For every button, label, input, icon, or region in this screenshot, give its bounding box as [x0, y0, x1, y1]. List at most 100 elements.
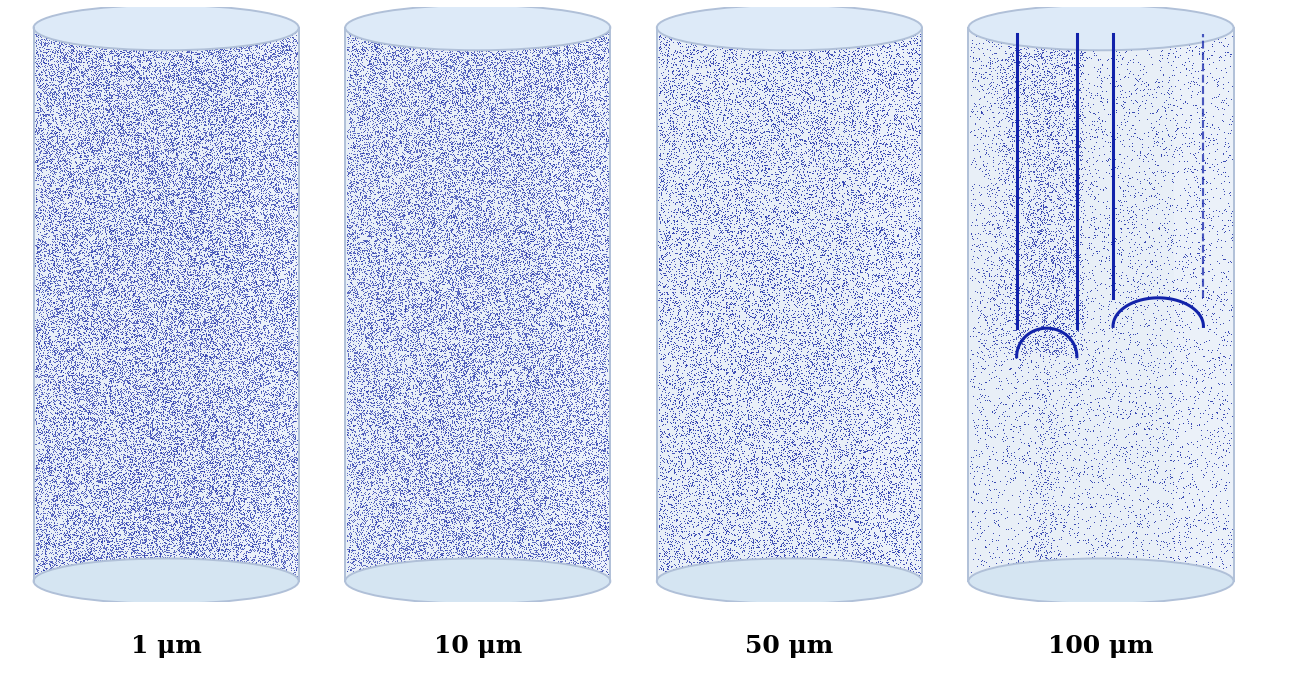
Point	[366, 462, 387, 473]
Point	[473, 187, 494, 198]
Point	[401, 543, 422, 554]
Point	[256, 260, 277, 271]
Point	[899, 159, 919, 170]
Point	[780, 133, 800, 144]
Point	[62, 121, 83, 132]
Point	[262, 160, 283, 171]
Point	[550, 176, 570, 187]
Point	[352, 191, 372, 202]
Point	[462, 333, 482, 344]
Point	[1069, 49, 1090, 60]
Point	[445, 341, 465, 352]
Point	[881, 140, 901, 150]
Point	[464, 479, 485, 490]
Point	[561, 560, 582, 570]
Point	[424, 567, 445, 578]
Point	[445, 356, 465, 367]
Point	[765, 258, 786, 269]
Point	[447, 99, 468, 110]
Point	[203, 205, 224, 216]
Point	[58, 222, 79, 233]
Point	[353, 370, 374, 381]
Point	[278, 133, 299, 144]
Point	[1086, 181, 1107, 192]
Point	[465, 145, 486, 156]
Point	[191, 159, 212, 170]
Point	[855, 525, 875, 536]
Point	[287, 48, 308, 59]
Point	[908, 226, 928, 237]
Point	[568, 451, 588, 462]
Point	[506, 521, 526, 531]
Point	[166, 126, 186, 137]
Point	[171, 306, 191, 317]
Point	[579, 562, 600, 573]
Point	[85, 233, 106, 244]
Point	[356, 555, 376, 566]
Point	[1024, 49, 1045, 60]
Point	[112, 440, 133, 451]
Point	[852, 220, 873, 231]
Point	[685, 67, 706, 78]
Point	[337, 125, 358, 136]
Point	[370, 359, 390, 370]
Point	[674, 206, 694, 217]
Point	[162, 289, 182, 300]
Point	[222, 161, 243, 172]
Point	[383, 424, 403, 435]
Point	[557, 209, 578, 220]
Point	[248, 218, 269, 228]
Point	[49, 337, 70, 347]
Point	[352, 306, 372, 317]
Point	[71, 194, 92, 205]
Point	[182, 267, 203, 278]
Point	[122, 483, 142, 494]
Point	[482, 155, 503, 166]
Point	[828, 32, 848, 43]
Point	[273, 386, 294, 397]
Point	[87, 299, 107, 310]
Point	[134, 386, 155, 397]
Point	[998, 41, 1019, 52]
Point	[211, 53, 231, 64]
Point	[240, 227, 261, 238]
Point	[231, 292, 252, 303]
Point	[833, 484, 853, 495]
Point	[512, 98, 533, 109]
Point	[283, 133, 304, 144]
Point	[27, 29, 48, 40]
Point	[361, 437, 381, 448]
Point	[873, 185, 893, 196]
Point	[176, 233, 197, 244]
Point	[551, 415, 572, 425]
Point	[1184, 456, 1205, 467]
Point	[596, 135, 617, 146]
Point	[758, 421, 778, 432]
Point	[436, 424, 456, 435]
Point	[675, 181, 696, 192]
Point	[825, 403, 846, 414]
Point	[709, 434, 729, 445]
Point	[194, 341, 215, 352]
Point	[821, 249, 842, 260]
Point	[513, 101, 534, 112]
Point	[737, 521, 758, 531]
Point	[116, 122, 137, 133]
Point	[134, 122, 155, 133]
Point	[459, 249, 480, 260]
Point	[826, 382, 847, 393]
Point	[535, 157, 556, 168]
Point	[226, 80, 247, 91]
Point	[54, 90, 75, 101]
Point	[93, 185, 114, 196]
Point	[498, 564, 518, 575]
Point	[177, 528, 198, 539]
Point	[206, 386, 226, 397]
Point	[347, 490, 367, 501]
Point	[230, 475, 251, 486]
Point	[28, 263, 49, 274]
Point	[230, 283, 251, 294]
Point	[670, 430, 690, 441]
Point	[582, 425, 603, 436]
Point	[859, 345, 879, 356]
